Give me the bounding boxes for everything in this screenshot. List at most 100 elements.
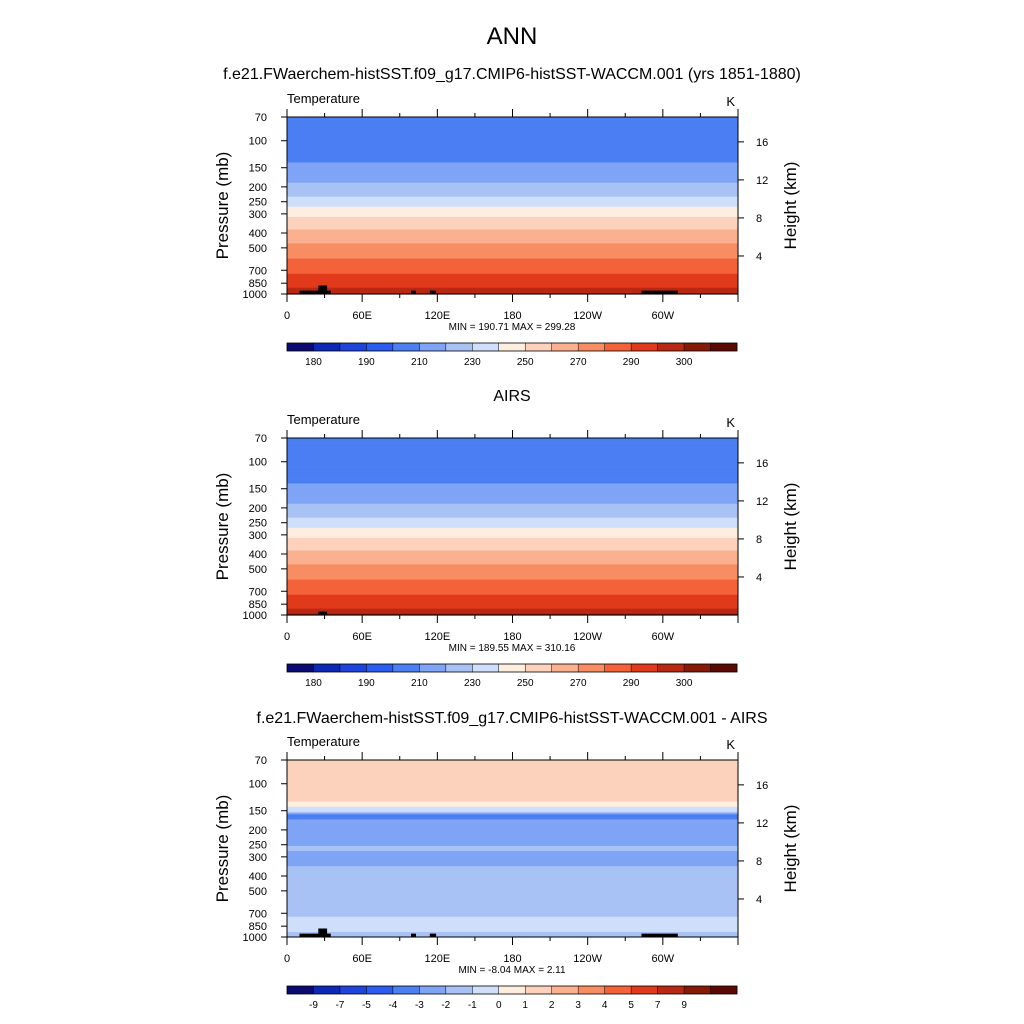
heatmap-band <box>287 862 738 865</box>
heatmap-band <box>287 609 738 612</box>
heatmap-band <box>287 587 738 590</box>
y-tick-label: 850 <box>249 921 267 933</box>
heatmap-band <box>287 117 738 119</box>
heatmap-band <box>287 873 738 876</box>
x-tick-label: 120E <box>424 310 450 322</box>
heatmap-band <box>287 762 738 765</box>
colorbar-swatch <box>366 343 394 351</box>
heatmap-band <box>287 202 738 205</box>
heatmap-band <box>287 226 738 229</box>
heatmap-band <box>287 482 738 485</box>
heatmap-band <box>287 443 738 445</box>
heatmap-band <box>287 549 738 552</box>
heatmap-band <box>287 780 738 783</box>
y2-axis-label: Height (km) <box>781 805 800 893</box>
heatmap-band <box>287 553 738 555</box>
heatmap-band <box>287 582 738 584</box>
heatmap-band <box>287 856 738 858</box>
heatmap-band <box>287 239 738 242</box>
colorbar-label: 290 <box>623 357 640 368</box>
heatmap-band <box>287 446 738 449</box>
heatmap-band <box>287 456 738 459</box>
heatmap-band <box>287 876 738 879</box>
heatmap-band <box>287 904 738 906</box>
heatmap-band <box>287 180 738 183</box>
heatmap-band <box>287 449 738 452</box>
heatmap-band <box>287 195 738 198</box>
heatmap-band <box>287 835 738 838</box>
heatmap-band <box>287 541 738 544</box>
heatmap-band <box>287 468 738 471</box>
heatmap-band <box>287 589 738 592</box>
heatmap-band <box>287 496 738 499</box>
heatmap-band <box>287 601 738 603</box>
heatmap-band <box>287 234 738 237</box>
heatmap-band <box>287 469 738 472</box>
heatmap-band <box>287 213 738 215</box>
heatmap-band <box>287 259 738 262</box>
heatmap-band <box>287 182 738 185</box>
heatmap-band <box>287 598 738 601</box>
colorbar-swatch <box>445 986 473 994</box>
y-tick-label: 1000 <box>243 932 267 944</box>
heatmap-band <box>287 864 738 867</box>
heatmap-band <box>287 905 738 908</box>
heatmap-band <box>287 264 738 267</box>
heatmap-band <box>287 211 738 214</box>
heatmap-band <box>287 220 738 223</box>
heatmap-band <box>287 199 738 202</box>
y-tick-label: 500 <box>249 564 267 576</box>
colorbar-label: 1 <box>522 1000 528 1011</box>
heatmap-band <box>287 455 738 458</box>
heatmap-band <box>287 785 738 788</box>
heatmap-band <box>287 558 738 560</box>
heatmap-band <box>287 209 738 212</box>
colorbar-swatch <box>631 343 658 351</box>
heatmap-band <box>287 272 738 275</box>
heatmap-band <box>287 507 738 510</box>
heatmap-band <box>287 173 738 176</box>
heatmap-band <box>287 291 738 294</box>
heatmap-band <box>287 462 738 464</box>
colorbar-swatch <box>339 664 367 672</box>
heatmap-band <box>287 827 738 829</box>
heatmap-band <box>287 775 738 778</box>
heatmap-band <box>287 897 738 900</box>
heatmap-band <box>287 853 738 856</box>
heatmap-band <box>287 196 738 199</box>
heatmap-band <box>287 161 738 164</box>
heatmap-band <box>287 484 738 487</box>
heatmap-band <box>287 603 738 606</box>
heatmap-band <box>287 221 738 224</box>
heatmap-band <box>287 810 738 813</box>
heatmap-band <box>287 267 738 270</box>
colorbar-label: 300 <box>676 678 693 689</box>
heatmap-band <box>287 175 738 178</box>
heatmap-band <box>287 237 738 239</box>
heatmap-band <box>287 895 738 898</box>
heatmap-band <box>287 608 738 611</box>
y-tick-label: 150 <box>249 163 267 175</box>
colorbar-label: 4 <box>602 1000 608 1011</box>
y-tick-label: 700 <box>249 265 267 277</box>
heatmap-band <box>287 201 738 204</box>
heatmap-band <box>287 885 738 888</box>
heatmap-band <box>287 451 738 454</box>
colorbar-label: -5 <box>362 1000 371 1011</box>
y-tick-label: 70 <box>255 433 267 445</box>
heatmap-band <box>287 118 738 121</box>
heatmap-band <box>287 838 738 841</box>
heatmap-band <box>287 766 738 769</box>
colorbar-label: -1 <box>468 1000 477 1011</box>
colorbar-label: 180 <box>305 357 322 368</box>
heatmap-band <box>287 859 738 862</box>
heatmap-band <box>287 848 738 851</box>
heatmap-band <box>287 806 738 809</box>
colorbar-swatch <box>313 664 341 672</box>
heatmap-band <box>287 878 738 881</box>
heatmap-band <box>287 281 738 284</box>
heatmap-band <box>287 282 738 285</box>
heatmap-band <box>287 868 738 871</box>
heatmap-band <box>287 141 738 143</box>
colorbar-label: 230 <box>464 678 481 689</box>
